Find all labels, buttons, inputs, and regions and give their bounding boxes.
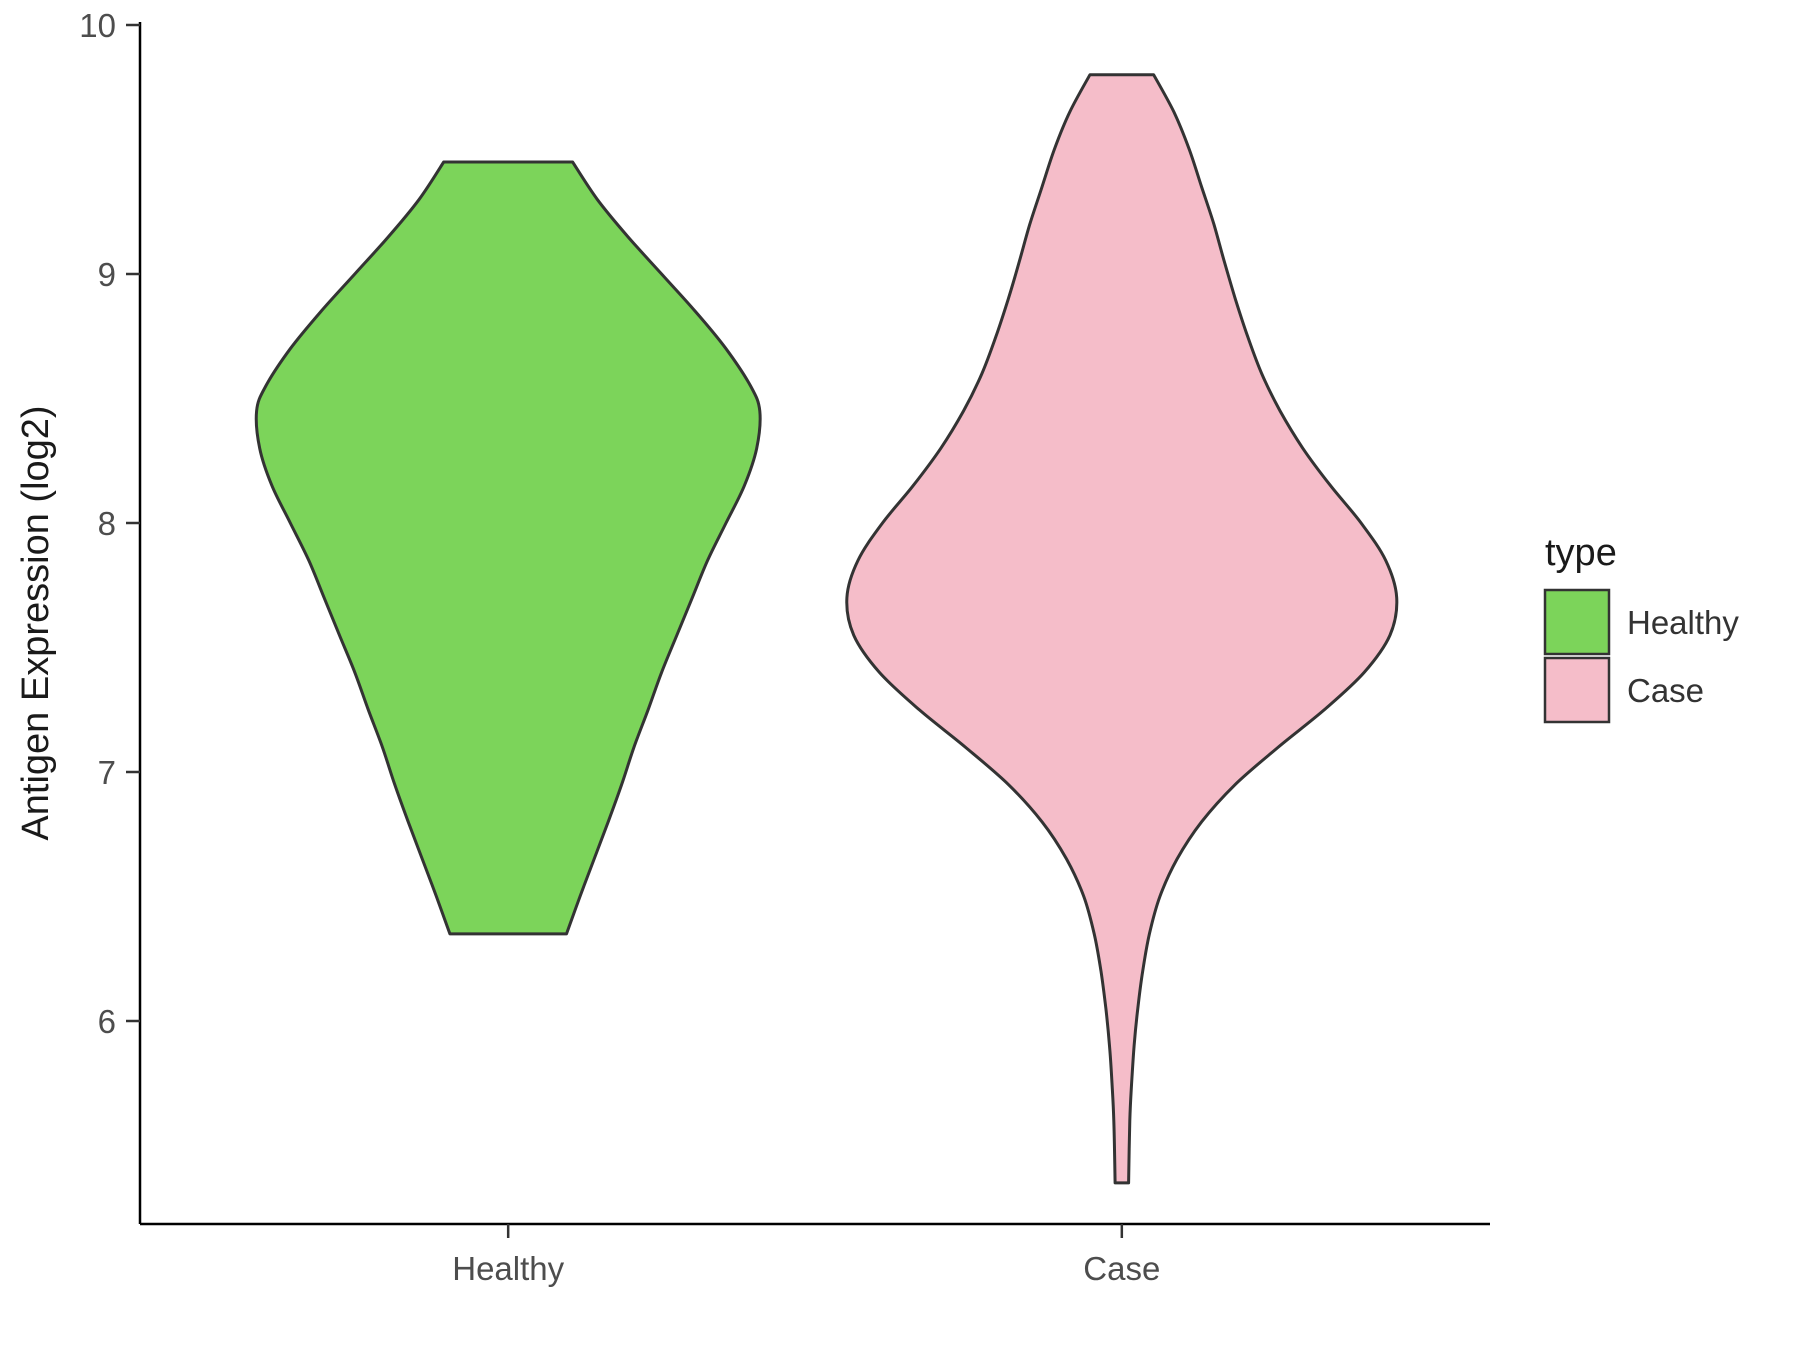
legend-key-case: [1543, 656, 1611, 724]
violin-healthy: [254, 160, 762, 936]
y-tick-label: 8: [98, 505, 116, 542]
x-tick-label: Case: [1083, 1250, 1160, 1287]
y-axis-title: Antigen Expression (log2): [15, 405, 57, 840]
legend-label-case: Case: [1627, 672, 1704, 709]
violin-case: [845, 73, 1399, 1185]
x-tick-label: Healthy: [452, 1250, 564, 1287]
y-tick-label: 7: [98, 754, 116, 791]
y-tick-label: 10: [79, 7, 116, 44]
legend-key-healthy: [1543, 588, 1611, 656]
legend-label-healthy: Healthy: [1627, 604, 1739, 641]
y-tick-label: 9: [98, 256, 116, 293]
legend-title: type: [1545, 532, 1617, 574]
y-tick-label: 6: [98, 1003, 116, 1040]
